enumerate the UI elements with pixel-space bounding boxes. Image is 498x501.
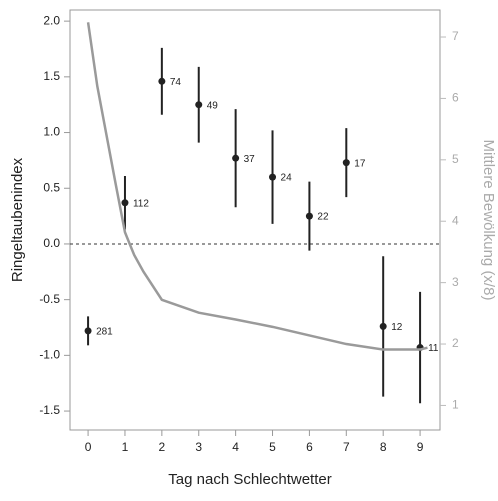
y-axis-label: Ringeltaubenindex (9, 157, 26, 282)
point (379, 322, 387, 330)
point (305, 212, 313, 220)
y2-tick-label: 5 (452, 152, 459, 166)
plot-frame (69, 9, 441, 431)
y2-tick-label: 4 (452, 213, 459, 227)
y-tick-label: 2.0 (43, 13, 60, 27)
count-label: 74 (170, 77, 182, 88)
y2-tick-label: 1 (452, 398, 459, 412)
count-label: 281 (96, 326, 113, 337)
y-tick-label: 1.0 (43, 125, 60, 139)
x-tick-label: 3 (195, 440, 202, 454)
y-tick-label: 0.0 (43, 236, 60, 250)
y-tick-label: 1.5 (43, 69, 60, 83)
y-tick-label: 0.5 (43, 180, 60, 194)
point (342, 159, 350, 167)
x-tick-label: 6 (306, 440, 313, 454)
count-label: 37 (244, 154, 256, 165)
y2-tick-label: 7 (452, 29, 459, 43)
count-label: 11 (428, 343, 439, 354)
x-tick-label: 1 (122, 440, 129, 454)
count-label: 22 (317, 212, 329, 223)
x-tick-label: 4 (232, 440, 239, 454)
point (195, 101, 203, 109)
x-axis-label: Tag nach Schlechtwetter (168, 471, 331, 488)
count-label: 12 (391, 322, 403, 333)
y2-axis-label: Mittlere Bewölkung (x/8) (480, 140, 497, 301)
x-tick-label: 0 (85, 440, 92, 454)
point (269, 173, 277, 181)
y-tick-label: -1.5 (39, 403, 60, 417)
point (84, 327, 92, 335)
y-tick-label: -0.5 (39, 292, 60, 306)
y2-tick-label: 2 (452, 336, 459, 350)
y2-tick-label: 6 (452, 91, 459, 105)
count-label: 17 (354, 158, 366, 169)
cloud-line (86, 22, 428, 351)
y2-tick-label: 3 (452, 275, 459, 289)
point (158, 77, 166, 85)
y-tick-label: -1.0 (39, 348, 60, 362)
count-label: 49 (207, 100, 219, 111)
count-label: 24 (281, 173, 293, 184)
x-tick-label: 5 (269, 440, 276, 454)
point (121, 199, 129, 207)
x-tick-label: 2 (159, 440, 166, 454)
point (232, 154, 240, 162)
x-tick-label: 7 (343, 440, 350, 454)
count-label: 112 (133, 198, 149, 209)
x-tick-label: 9 (417, 440, 424, 454)
x-tick-label: 8 (380, 440, 387, 454)
